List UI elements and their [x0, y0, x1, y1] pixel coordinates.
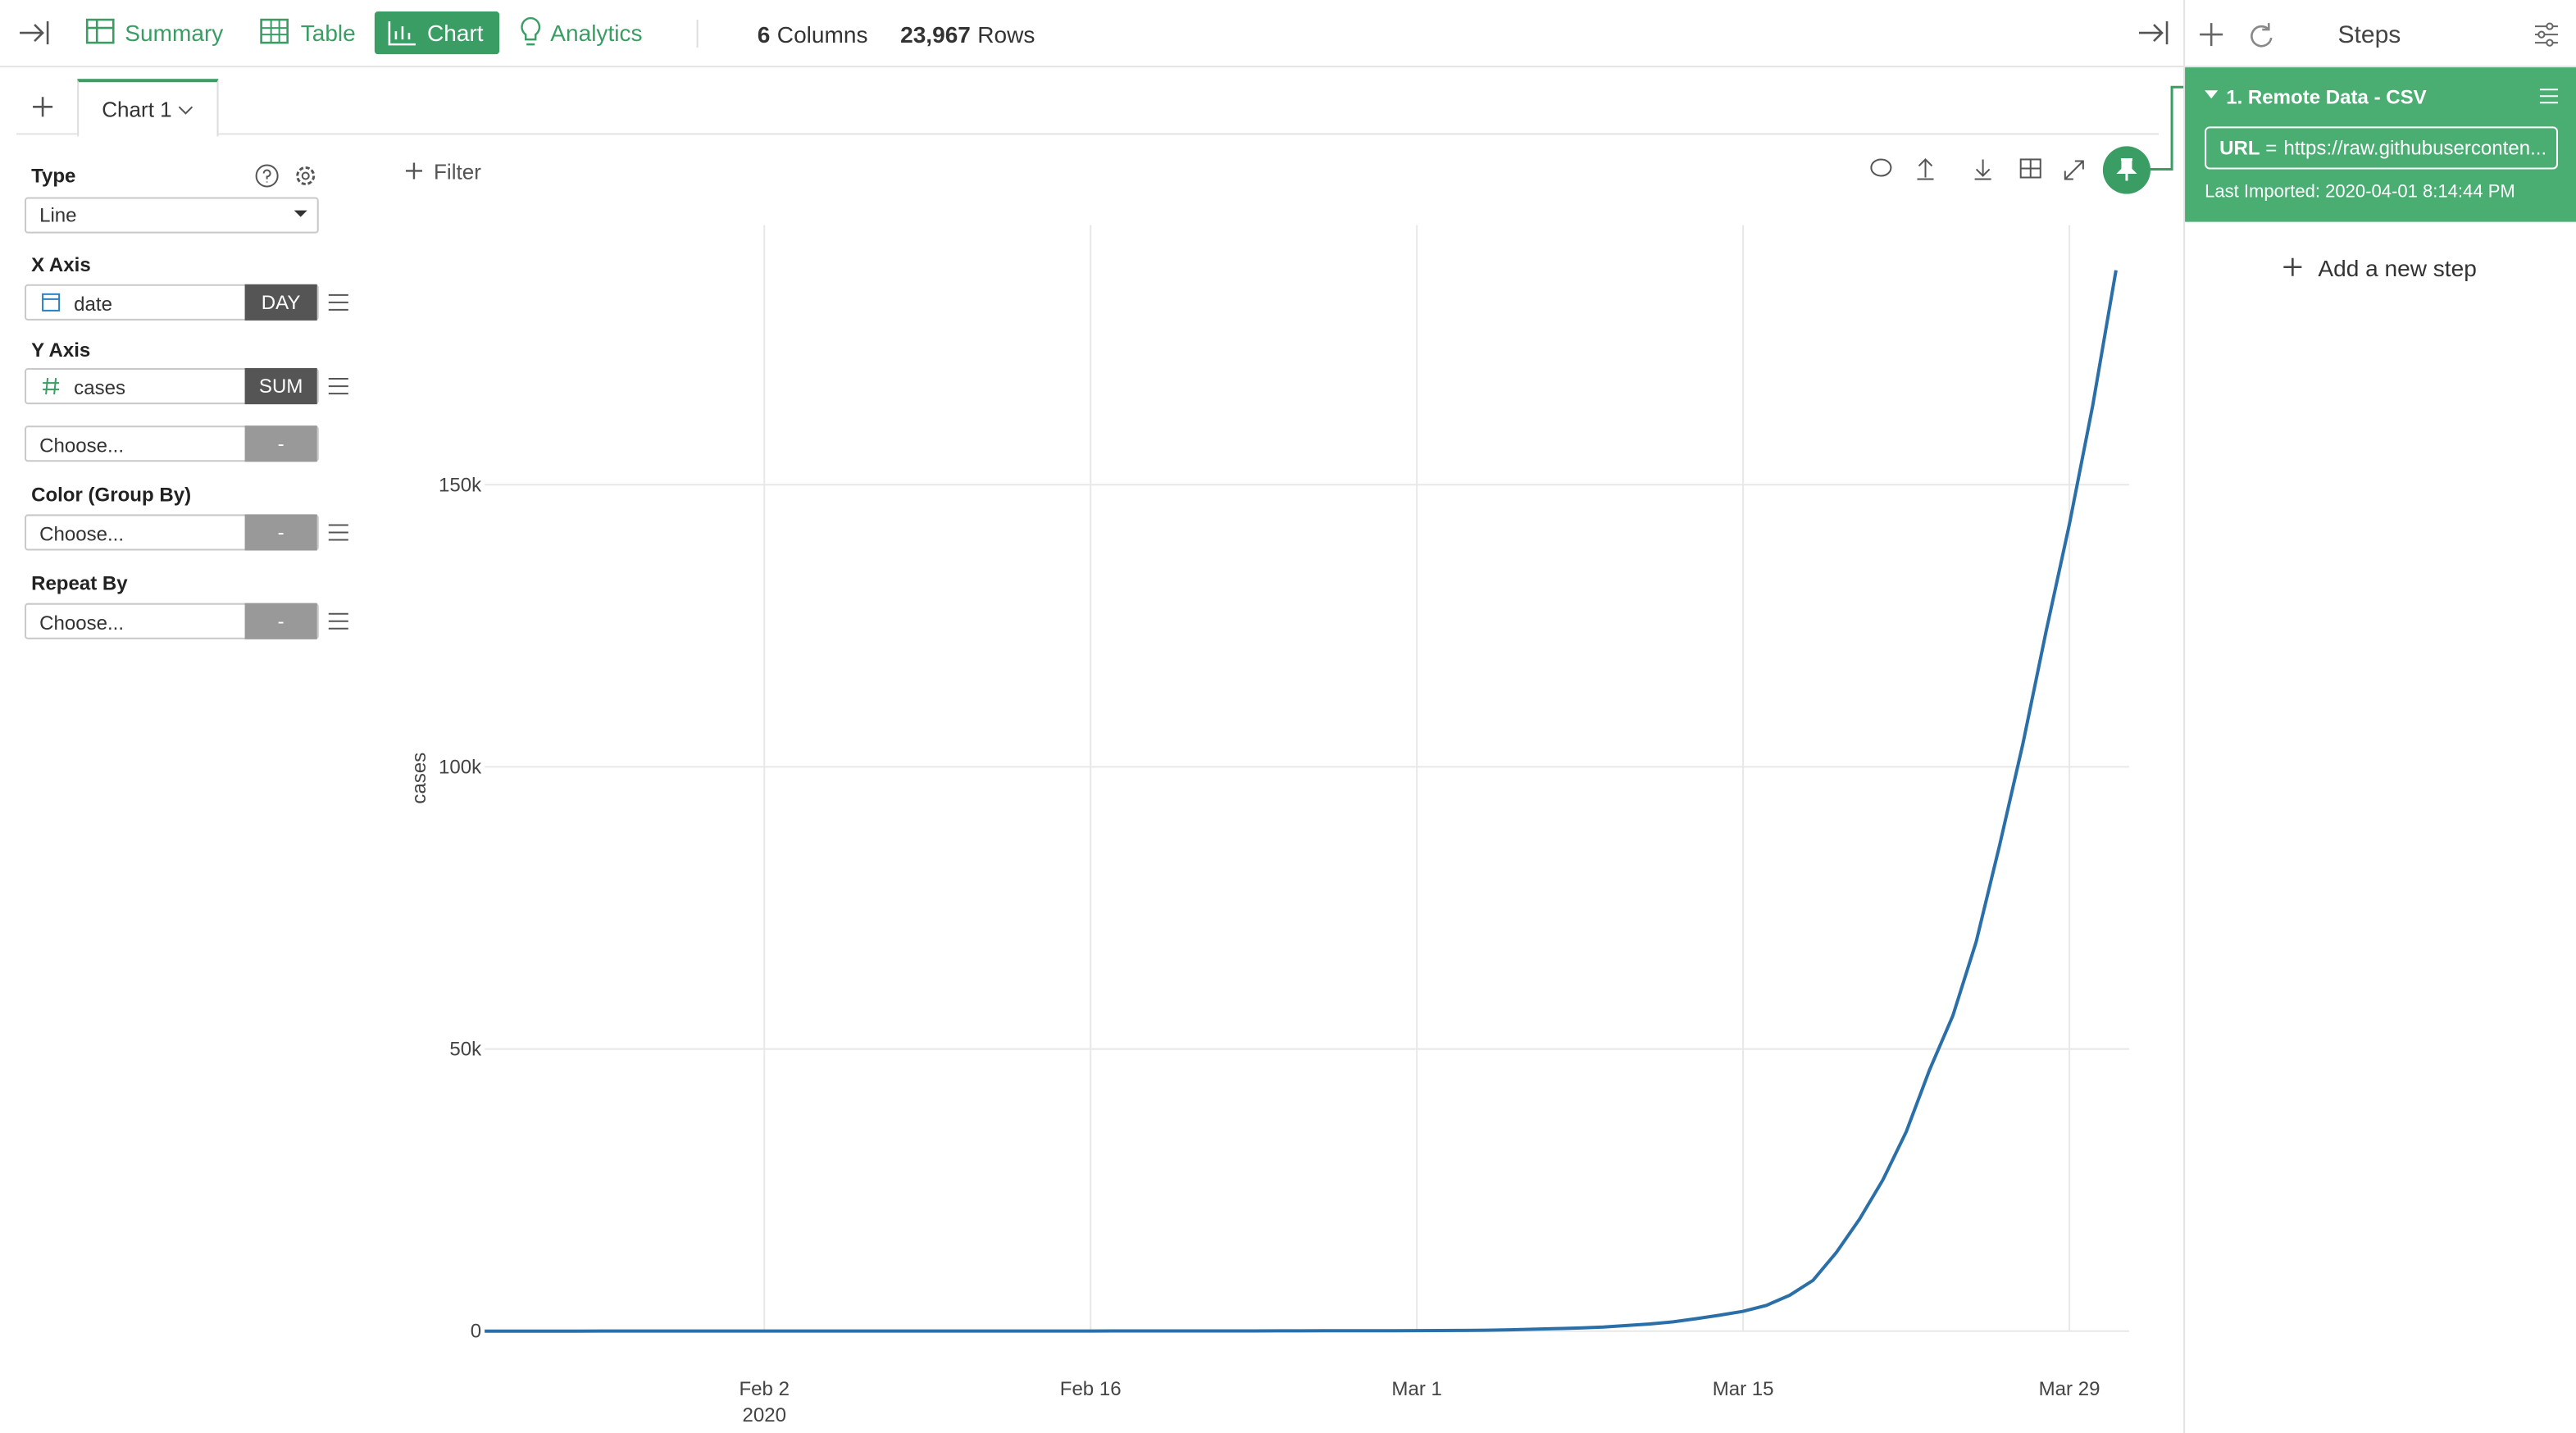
x-tick-label: Mar 29 [2039, 1378, 2100, 1400]
y-tick-label: 50k [449, 1039, 482, 1061]
tab-table[interactable]: Table [300, 20, 356, 47]
y-axis-label: Y Axis [31, 338, 91, 362]
add-step-icon[interactable] [2282, 257, 2303, 278]
chart-tab[interactable] [77, 79, 219, 137]
date-icon [42, 293, 61, 312]
columns-label: Columns [776, 21, 868, 48]
color-label: Color (Group By) [31, 483, 192, 507]
summary-icon [85, 18, 115, 44]
pin-icon [2116, 157, 2137, 181]
filter[interactable]: Filter [434, 159, 481, 184]
tab-summary[interactable]: Summary [125, 20, 224, 47]
last-imported: Last Imported: 2020-04-01 8:14:44 PM [2205, 182, 2515, 202]
x-axis-label: X Axis [31, 252, 91, 276]
x-tick-label: Mar 1 [1391, 1378, 1441, 1400]
top-bar [0, 0, 2576, 68]
x-tick-label: Mar 15 [1713, 1378, 1774, 1400]
table-icon [260, 18, 289, 44]
x-menu[interactable] [327, 293, 350, 312]
divider [696, 20, 699, 48]
url-eq: = [2265, 136, 2278, 160]
url-key: URL [2219, 136, 2260, 160]
analytics-icon [521, 16, 541, 46]
x-tick-label: Feb 2 [739, 1378, 789, 1400]
y2-choose[interactable]: Choose... [39, 434, 125, 457]
y2-agg[interactable]: - [244, 425, 317, 462]
step-card[interactable] [2185, 67, 2576, 222]
color-menu[interactable] [327, 522, 350, 542]
color-agg[interactable]: - [244, 514, 317, 551]
y-axis-title: cases [408, 753, 430, 804]
collapse-right-icon[interactable] [2136, 16, 2172, 49]
steps-title: Steps [2337, 21, 2401, 50]
tab-chart[interactable]: Chart [426, 20, 484, 47]
type-value[interactable]: Line [39, 203, 77, 227]
repeat-label: Repeat By [31, 571, 128, 595]
step-name[interactable]: 1. Remote Data - CSV [2226, 85, 2427, 109]
rows-count: 23,967 [900, 21, 971, 48]
pin-connector [2150, 85, 2187, 171]
repeat-choose[interactable]: Choose... [39, 611, 125, 635]
add-step[interactable]: Add a new step [2318, 254, 2477, 281]
y-field-name[interactable]: cases [74, 376, 126, 400]
repeat-menu[interactable] [327, 612, 350, 631]
step-caret[interactable] [2203, 89, 2219, 102]
tab-bar-line [16, 133, 2160, 135]
chart-icon [388, 21, 416, 46]
steps-divider [2183, 0, 2186, 1433]
y-tick-label: 100k [439, 756, 482, 778]
chart-tools[interactable] [1866, 154, 2106, 184]
x-field-name[interactable]: date [74, 292, 112, 316]
line [485, 270, 2118, 1333]
steps-actions[interactable] [2198, 21, 2280, 48]
repeat-agg[interactable]: - [244, 603, 317, 639]
number-icon [43, 377, 60, 395]
color-choose[interactable]: Choose... [39, 522, 125, 546]
y-menu[interactable] [327, 376, 350, 396]
tab-analytics[interactable]: Analytics [550, 20, 643, 47]
type-icons[interactable] [255, 162, 321, 189]
step-menu[interactable] [2538, 87, 2560, 105]
chart: 0 50k 100k 150k Feb 2 2020 Feb 16 Mar 1 Mar 15 Ma… [408, 225, 2129, 1426]
type-label: Type [31, 164, 76, 188]
x-year-label: 2020 [742, 1404, 785, 1426]
type-select[interactable] [25, 197, 319, 234]
filter-icon[interactable] [404, 161, 424, 180]
y-tick-label: 0 [471, 1321, 481, 1343]
x-tick-label: Feb 16 [1060, 1378, 1122, 1400]
columns-count: 6 [757, 21, 771, 48]
chart-tab-caret[interactable] [177, 103, 193, 116]
steps-settings[interactable] [2533, 21, 2560, 48]
x-agg[interactable]: DAY [244, 284, 317, 321]
chart-tab-label[interactable]: Chart 1 [102, 97, 172, 122]
rows-label: Rows [977, 21, 1035, 48]
collapse-icon[interactable] [16, 16, 52, 49]
url-value: https://raw.githubuserconten... [2283, 136, 2547, 160]
y-tick-label: 150k [439, 474, 482, 496]
type-caret [294, 210, 307, 217]
y-agg[interactable]: SUM [244, 368, 317, 405]
add-chart-icon[interactable] [31, 95, 54, 118]
url-box[interactable] [2205, 126, 2558, 170]
